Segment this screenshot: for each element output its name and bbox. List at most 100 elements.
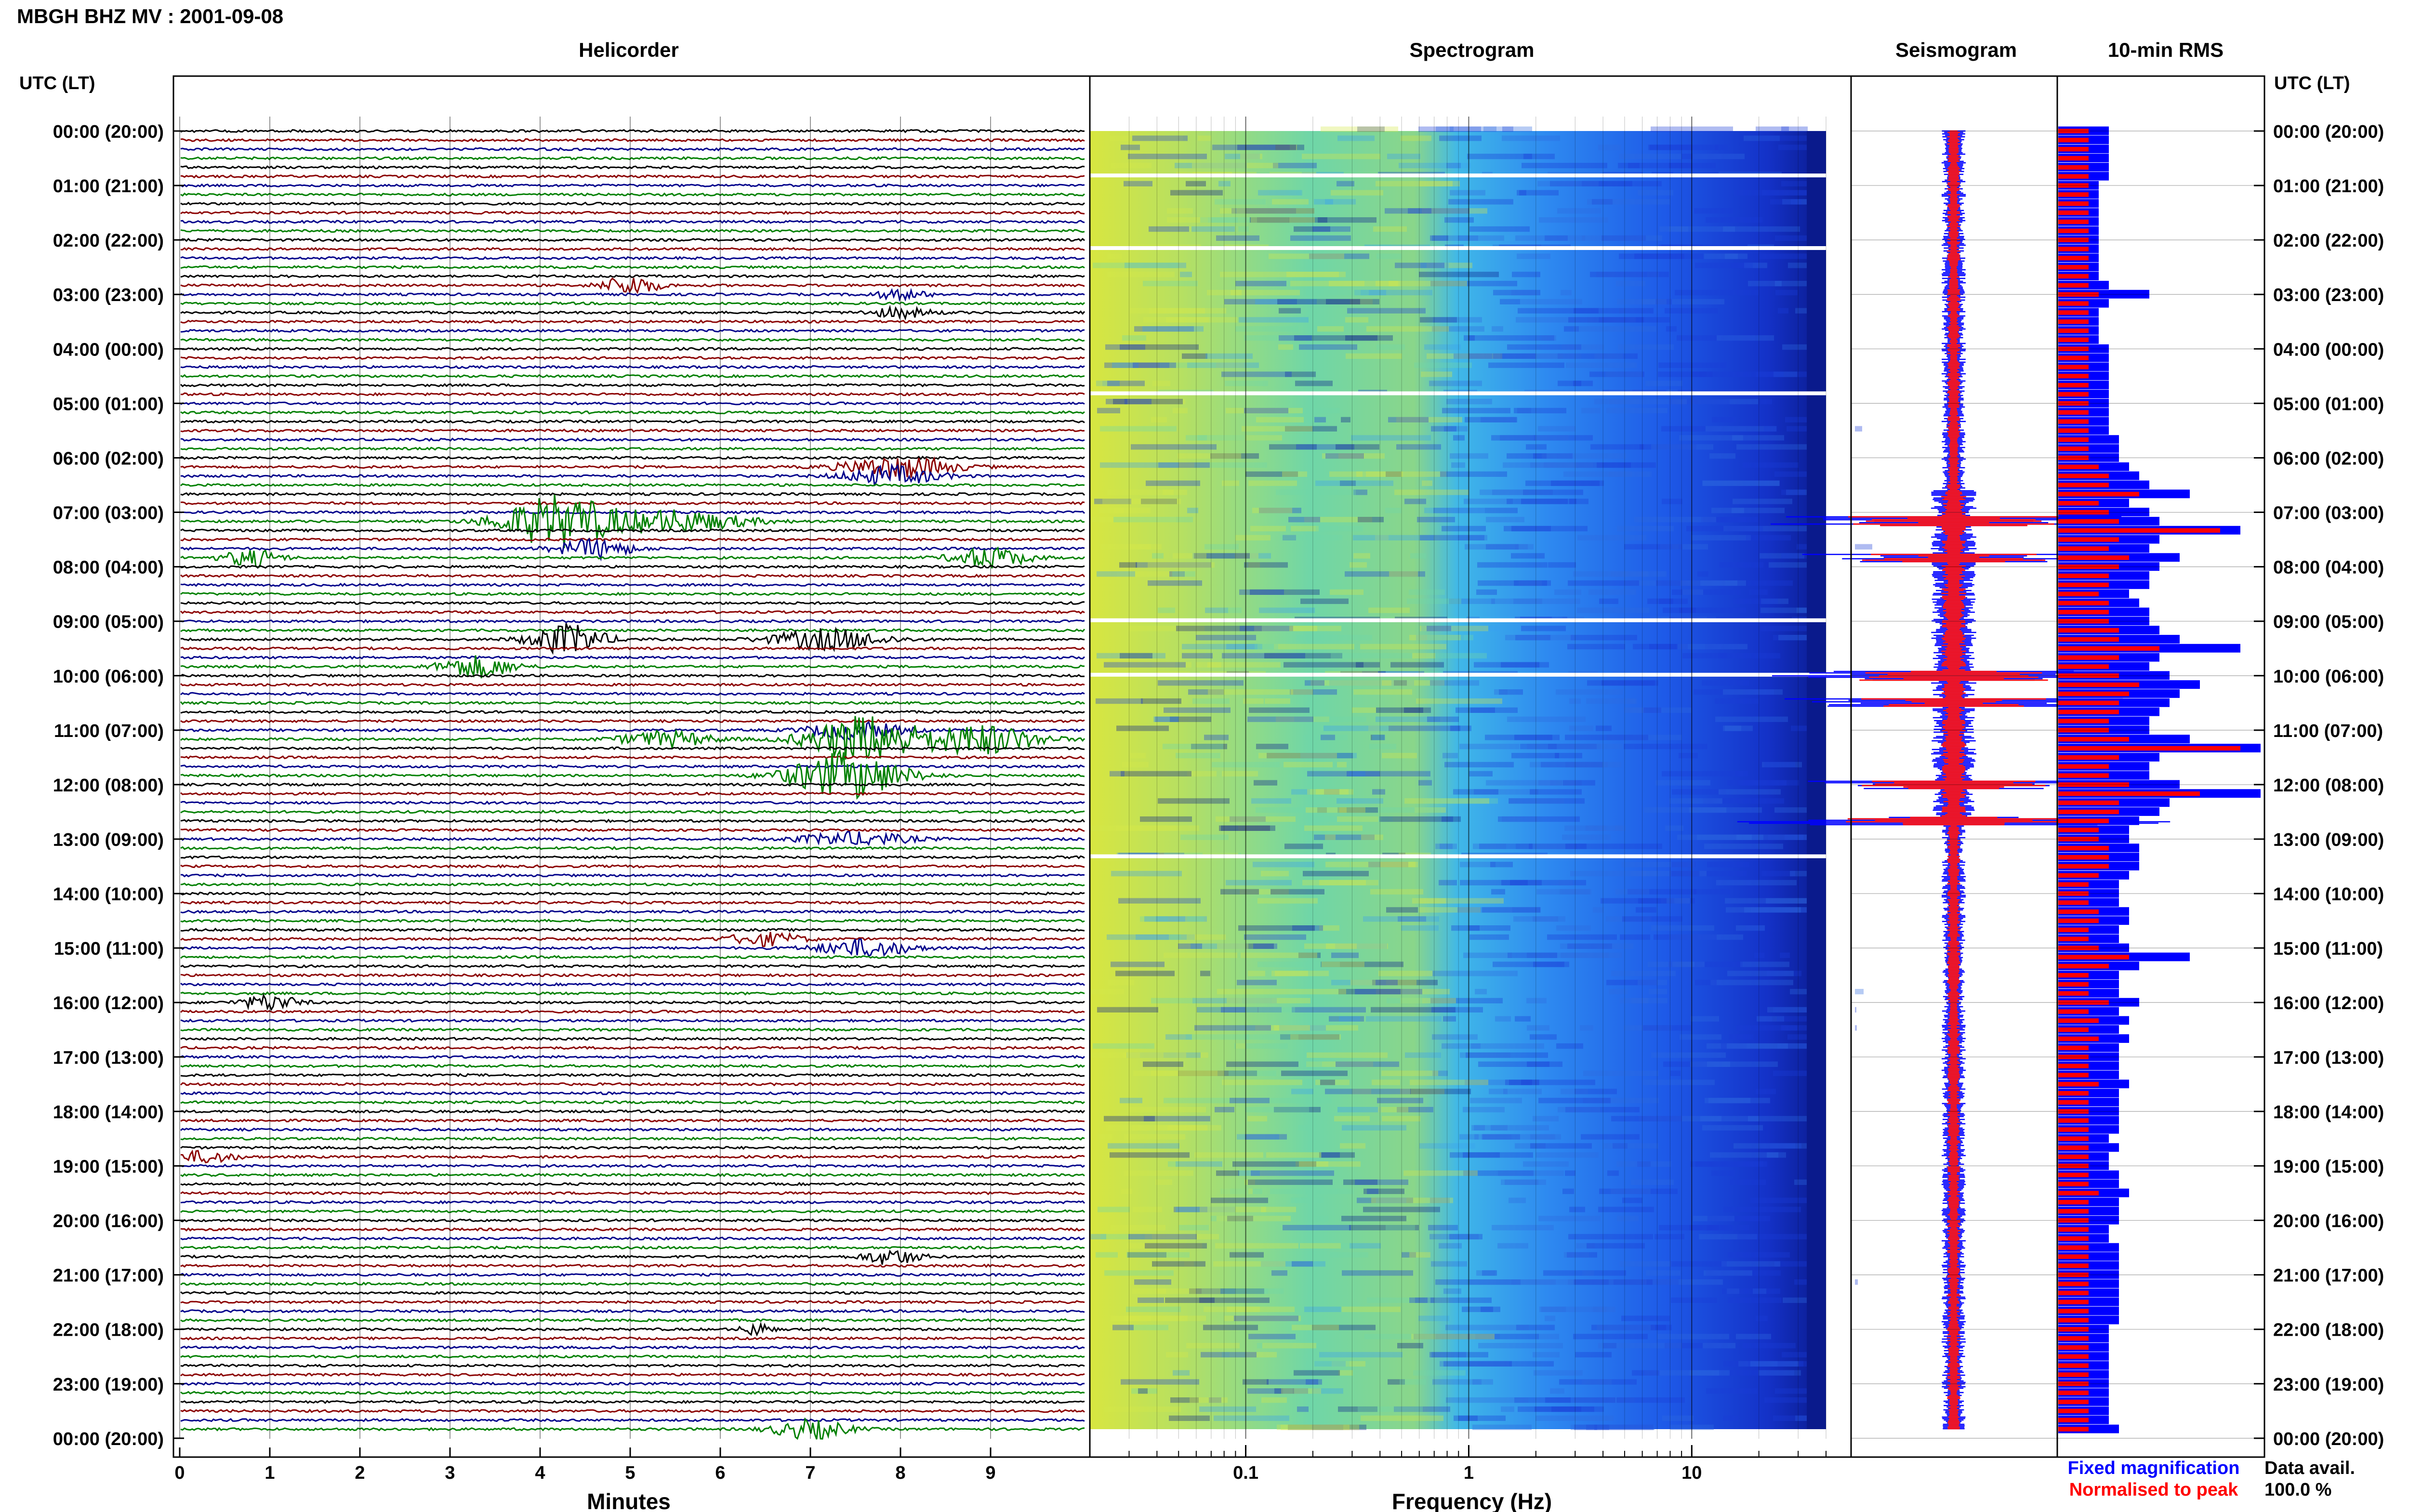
spectrogram-cell [1539,217,1608,223]
spectrogram-cell [1332,1361,1365,1367]
spectrogram-cell [1743,462,1799,468]
helicorder-trace [180,501,1085,506]
spectrogram-cell [1126,1252,1190,1258]
spectrogram-cell [1587,199,1670,205]
spectrogram-cell [1516,843,1577,849]
spectrogram-cell [1389,281,1467,287]
spectrogram-cell [1596,725,1612,731]
spectrogram-cell [1212,145,1290,150]
spectrogram-cell [1500,353,1581,359]
spectrogram-cell [1518,308,1599,314]
rms-normalised-bar [2058,891,2089,896]
spectrogram-cell [1300,598,1349,604]
helicorder-trace [180,228,1085,233]
rms-normalised-bar [2058,483,2109,487]
spectrogram-cell [1426,653,1487,658]
helicorder-trace [180,1164,1085,1168]
spectrogram-cell [1186,181,1206,186]
spectrogram-cell [1576,843,1662,849]
rms-normalised-bar [2058,809,2119,815]
spectrogram-cell [1744,263,1767,268]
spectrogram-cell [1395,263,1444,268]
spectrogram-cell [1658,362,1727,368]
spectrogram-cell [1556,689,1623,695]
spectrogram-cell [1279,1025,1326,1031]
spectrogram-cell [1312,1325,1376,1330]
spectrogram-cell [1158,607,1175,613]
spectrogram-cell [1458,235,1504,241]
spectrogram-cell [1760,553,1804,559]
spectrogram-cell [1525,480,1600,486]
spectrogram-cell [1367,1297,1449,1303]
helicorder-trace [180,700,1085,705]
spectrogram-cell [1492,1225,1554,1231]
spectrogram-cell [1571,1424,1655,1430]
spectrogram-cell [1261,871,1289,877]
rms-normalised-bar [2058,410,2089,415]
spectrogram-cell [1697,571,1708,577]
spectrogram-cell [1512,272,1540,277]
spectrogram-cell [1515,635,1550,641]
helicorder-trace [180,1354,1085,1359]
spectrogram-cell [1329,281,1400,287]
helicorder-trace [180,192,1085,197]
spectrogram-cell [1231,208,1296,214]
spectrogram-cell [1541,762,1602,768]
frequency-tick-label: 0.1 [1233,1463,1258,1483]
spectrogram-cell [1144,1116,1210,1122]
spectrogram-cell [1400,1379,1426,1385]
spectrogram-cell [1728,526,1760,532]
spectrogram-cell [1709,453,1735,459]
spectrogram-cell [1774,371,1797,377]
helicorder-trace [180,973,1085,978]
spectrogram-cell [1259,508,1301,513]
spectrogram-cell [1155,716,1178,722]
time-label-left: 05:00 (01:00) [53,394,164,414]
rms-normalised-bar [2058,1118,2089,1123]
spectrogram-cell [1306,1361,1350,1367]
spectrogram-cell [1196,635,1256,641]
spectrogram-cell [1490,862,1513,868]
spectrogram-cell [1788,263,1807,268]
spectrogram-cell [1462,1306,1500,1312]
time-label-left: 11:00 (07:00) [54,721,164,741]
spectrogram-cell [1235,326,1298,332]
spectrogram-cell [1732,435,1784,441]
spectrogram-cell [1693,371,1713,377]
rms-normalised-bar [2058,746,2240,751]
spectrogram-cell [1517,408,1531,414]
helicorder-trace [180,365,1085,369]
spectrogram-cell [1254,626,1317,631]
spectrogram-cell [1163,489,1174,495]
spectrogram-cell [1617,526,1674,532]
spectrogram-cell [1594,1424,1654,1430]
spectrogram-cell [1523,489,1583,495]
spectrogram-cell [1574,1424,1597,1430]
spectrogram-cell [1404,707,1431,713]
rms-normalised-bar [2058,1309,2089,1314]
helicorder-trace [180,1300,1085,1304]
spectrogram-cell [1565,1170,1575,1176]
spectrogram-cell [1703,1343,1735,1349]
spectrogram-cell [1636,907,1656,913]
spectrogram-cell [1232,1161,1316,1167]
spectrogram-cell [1616,281,1645,287]
spectrogram-cell [1291,1089,1313,1094]
spectrogram-cell [1759,253,1845,259]
spectrogram-cell [1281,1388,1321,1394]
spectrogram-cell [1655,780,1710,786]
spectrogram-cell [1473,843,1506,849]
spectrogram-cell [1337,181,1354,186]
spectrogram-cell [1418,126,1481,132]
time-label-right: 18:00 (14:00) [2273,1102,2384,1122]
spectrogram-cell [1105,344,1145,350]
spectrogram-cell [1104,1270,1174,1276]
spectrogram-cell [1252,508,1292,513]
spectrogram-cell [1440,843,1453,849]
spectrogram-cell [1299,344,1357,350]
spectrogram-cell [1132,1125,1196,1131]
helicorder-trace [180,174,1085,179]
spectrogram-cell [1764,1397,1811,1403]
spectrogram-cell [1421,371,1452,377]
spectrogram-cell [1433,508,1518,513]
